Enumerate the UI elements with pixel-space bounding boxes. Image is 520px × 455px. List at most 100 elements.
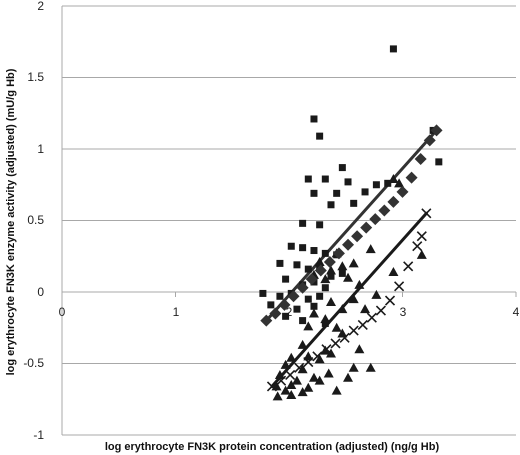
square-point [299,317,307,325]
cross-stroke [384,295,396,306]
diamond-point [430,124,443,137]
tick-labels: 0 1 2 3 4 -1 -0.5 0 0.5 1 1.5 2 [23,0,519,442]
trendline [264,128,439,323]
square-point [282,275,290,283]
cross-stroke [330,338,341,349]
diamond-point [378,204,391,217]
cross-stroke [403,261,414,272]
triangle-point [325,297,336,307]
cross-stroke [294,362,305,373]
square-point [350,199,358,207]
triangle-point [365,362,376,372]
trendlines [264,128,439,388]
square-point [316,132,324,140]
cross-stroke [416,231,427,242]
square-point [259,289,267,297]
cross-point [412,241,423,252]
cross-stroke [375,305,387,316]
square-point [338,269,346,277]
triangle-point [337,304,348,314]
square-point [321,319,329,327]
triangle-point [303,382,314,392]
cross-point [357,319,368,330]
cross-stroke [339,332,350,343]
square-point [310,247,318,255]
square-point [372,181,380,189]
square-point [310,115,318,123]
square-point [287,242,295,250]
square-point [338,164,346,172]
y-tick-label: 0 [37,285,44,299]
triangle-point [337,261,348,271]
triangle-point [331,385,342,395]
square-point [304,295,312,303]
y-tick-label: -0.5 [23,356,44,370]
square-point [327,201,335,209]
cross-stroke [348,325,359,336]
square-point [310,302,318,310]
cross-stroke [275,375,287,386]
diamond-point [342,238,355,251]
x-axis-label: log erythrocyte FN3K protein concentrati… [105,441,440,453]
triangle-point [308,308,319,318]
triangle-point [308,372,319,382]
triangle-point [320,314,331,324]
triangle-point [314,256,325,266]
triangle-point [371,289,382,299]
cross-point [366,312,377,323]
diamond-point [287,290,300,303]
cross-stroke [266,381,278,392]
triangle-point [286,352,297,362]
triangle-point [337,328,348,338]
cross-point [339,332,350,343]
square-point [361,188,369,196]
square-point [333,189,341,197]
square-point [321,249,329,257]
diamond-point [423,134,436,147]
triangle-point [394,178,405,188]
diamond-point [405,171,418,184]
triangle-point [286,389,297,399]
cross-point [375,305,387,316]
cross-point [348,325,359,336]
y-axis-label: log erythrocyte FN3K enzyme activity (ad… [5,68,17,375]
cross-point [416,231,427,242]
diamond-point [332,247,345,260]
diamond-point [314,264,327,277]
cross-point [303,357,314,368]
diamond-point [369,213,382,226]
y-tick-label: 2 [37,0,44,13]
triangle-point [303,351,314,361]
square-point [321,175,329,183]
cross-stroke [421,208,432,219]
diamond-point [396,185,409,198]
cross-point [421,208,432,219]
triangle-point [280,385,291,395]
triangle-point [348,362,359,372]
x-tick-label: 2 [286,305,293,319]
diamond-point [278,298,291,311]
cross-stroke [394,281,405,292]
cross-point [330,338,341,349]
cross-point [384,295,396,306]
triangle-point [343,272,354,282]
cross-point [294,362,305,373]
y-tick-label: 1 [37,142,44,156]
cross-stroke [321,344,332,355]
triangle-point [303,321,314,331]
square-point [276,259,284,267]
cross-point [285,369,296,381]
cross-stroke [303,357,314,368]
triangle-point [348,258,359,268]
triangle-point [286,379,297,389]
triangle-point [365,244,376,254]
square-point [316,221,324,229]
triangle-point [297,339,308,349]
triangle-point [348,294,359,304]
cross-point [321,344,332,355]
cross-stroke [312,351,323,362]
triangle-point [360,304,371,314]
square-point [299,244,307,252]
y-tick-label: 0.5 [27,213,44,227]
